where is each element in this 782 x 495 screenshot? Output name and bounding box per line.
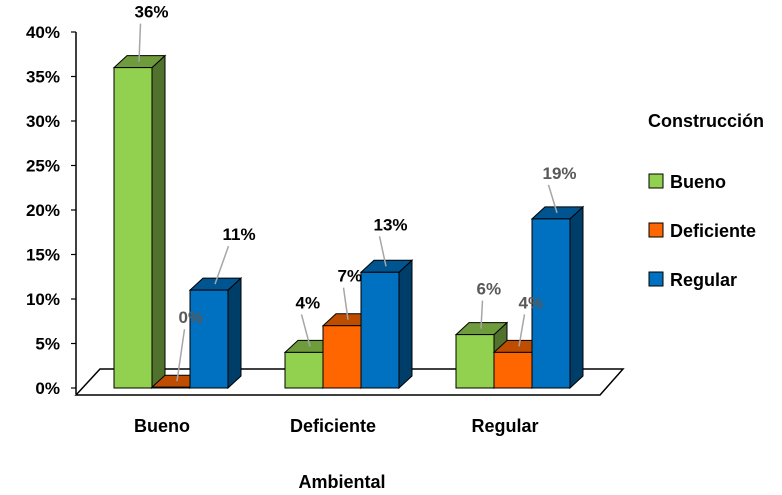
legend-swatch — [648, 222, 664, 238]
data-label: 4% — [519, 293, 544, 312]
legend-label: Regular — [670, 270, 737, 290]
bar-front — [322, 325, 362, 389]
data-label: 4% — [296, 293, 321, 312]
legend-item-deficiente: Deficiente — [648, 221, 756, 241]
data-label: 0% — [179, 308, 204, 327]
bar-front — [113, 67, 153, 389]
y-tick-label: 20% — [26, 201, 60, 220]
legend-title: Construcción — [648, 111, 764, 131]
data-label: 13% — [374, 215, 408, 234]
y-tick-label: 10% — [26, 290, 60, 309]
x-axis-title: Ambiental — [298, 472, 385, 492]
bars-layer — [112, 54, 585, 390]
data-label-leader — [214, 245, 230, 285]
bar-regular-regular — [530, 205, 585, 390]
bar-side — [151, 54, 166, 390]
y-tick-label: 35% — [26, 68, 60, 87]
data-label: 19% — [543, 164, 577, 183]
legend-label: Deficiente — [670, 221, 756, 241]
data-label: 7% — [338, 267, 363, 286]
data-label-leader — [518, 314, 526, 347]
data-label-leader — [547, 184, 558, 214]
legend-label: Bueno — [670, 172, 726, 192]
x-category-label: Regular — [471, 416, 538, 436]
legend-item-bueno: Bueno — [648, 172, 726, 192]
bar-front — [360, 271, 400, 389]
data-label: 6% — [477, 280, 502, 299]
data-label-leader — [176, 329, 186, 382]
data-label: 11% — [223, 225, 256, 244]
bar-side — [227, 276, 242, 390]
legend-swatch — [648, 271, 664, 287]
data-label-leader — [378, 236, 387, 267]
y-tick-label: 40% — [26, 23, 60, 42]
bar-front — [151, 386, 191, 389]
data-label-leader — [300, 314, 311, 347]
bar-front — [493, 351, 533, 389]
y-tick-label: 5% — [35, 335, 60, 354]
x-axis: Bueno Deficiente Regular — [134, 416, 539, 436]
y-axis: 0% 5% 10% 15% 20% 25% 30% 35% 40% — [26, 23, 77, 398]
y-tick-label: 15% — [26, 246, 60, 265]
bar-regular-deficiente — [359, 259, 414, 390]
y-tick-label: 25% — [26, 157, 60, 176]
legend-swatch — [648, 173, 664, 189]
bar-side — [569, 205, 584, 390]
bar-bueno-bueno — [112, 54, 167, 390]
legend: Construcción Bueno Deficiente Regular — [648, 111, 764, 290]
bar-front — [284, 351, 324, 389]
bar-front — [531, 218, 571, 389]
bar-side — [398, 259, 413, 390]
x-category-label: Bueno — [134, 416, 190, 436]
data-label-leader — [480, 300, 484, 329]
data-label: 36% — [135, 3, 169, 22]
labels-layer: 36% 0% 11% 4% 7% 13% 6% 4% 19% — [135, 3, 577, 382]
data-label-leader — [138, 23, 142, 62]
x-category-label: Deficiente — [290, 416, 376, 436]
bar-front — [455, 334, 495, 389]
legend-item-regular: Regular — [648, 270, 737, 290]
bar-regular-bueno — [188, 276, 243, 390]
y-tick-label: 0% — [35, 379, 60, 398]
bar-front — [189, 289, 229, 389]
y-tick-label: 30% — [26, 112, 60, 131]
data-label-leader — [342, 287, 349, 320]
